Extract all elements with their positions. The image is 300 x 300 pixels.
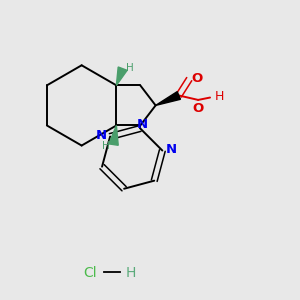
Text: N: N: [137, 118, 148, 131]
Polygon shape: [156, 92, 181, 105]
Polygon shape: [116, 67, 127, 86]
Text: H: H: [214, 90, 224, 103]
Text: N: N: [166, 143, 177, 156]
Text: O: O: [193, 102, 204, 115]
Text: O: O: [191, 72, 203, 85]
Polygon shape: [109, 125, 118, 145]
Text: H: H: [125, 266, 136, 280]
Text: N: N: [96, 129, 107, 142]
Text: H: H: [102, 141, 110, 151]
Text: H: H: [126, 63, 134, 73]
Text: Cl: Cl: [84, 266, 98, 280]
